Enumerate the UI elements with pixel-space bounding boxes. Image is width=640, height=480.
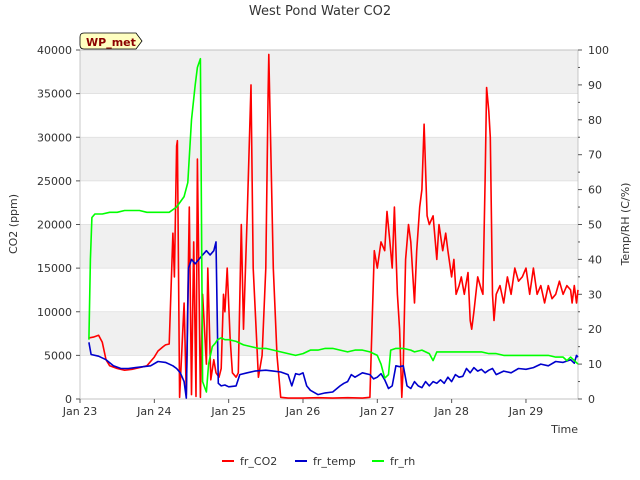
legend-label: fr_CO2 — [240, 455, 277, 468]
y-right-tick-label: 40 — [588, 253, 602, 266]
background-band — [80, 224, 578, 269]
y-left-tick-label: 0 — [65, 393, 72, 406]
y-right-tick-label: 60 — [588, 184, 602, 197]
station-badge: WP_met — [79, 32, 143, 50]
series-line-fr-rh — [88, 57, 579, 393]
x-axis: Jan 23 Jan 24 Jan 25 Jan 26 Jan 27 Jan 28 Jan … — [62, 399, 543, 418]
y-left-tick-label: 30000 — [37, 131, 72, 144]
background-band — [80, 93, 578, 138]
x-tick-label: Jan 26 — [285, 405, 320, 418]
badge-text: WP_met — [86, 36, 136, 49]
y-right-tick-label: 10 — [588, 358, 602, 371]
y-axis-left-title: CO2 (ppm) — [7, 194, 20, 254]
x-tick-label: Jan 28 — [433, 405, 468, 418]
background-band — [80, 137, 578, 181]
badge-box — [79, 32, 143, 50]
background-band — [80, 50, 578, 94]
x-tick-label: Jan 23 — [62, 405, 97, 418]
series-line-fr-temp — [88, 241, 579, 399]
y-right-tick-label: 90 — [588, 79, 602, 92]
y-right-tick-label: 80 — [588, 114, 602, 127]
y-left-tick-label: 40000 — [37, 44, 72, 57]
y-right-tick-label: 0 — [588, 393, 595, 406]
x-tick-label: Jan 27 — [359, 405, 394, 418]
x-tick-label: Jan 25 — [210, 405, 245, 418]
background-band — [80, 268, 578, 312]
legend-label: fr_temp — [313, 455, 356, 468]
y-right-tick-label: 50 — [588, 219, 602, 232]
plot-background-bands — [80, 50, 578, 399]
background-band — [80, 180, 578, 225]
legend-label: fr_rh — [390, 455, 415, 468]
y-left-tick-label: 15000 — [37, 262, 72, 275]
y-right-tick-label: 100 — [588, 44, 609, 57]
y-right-tick-label: 70 — [588, 149, 602, 162]
legend: fr_CO2 fr_temp fr_rh — [222, 455, 415, 468]
x-axis-title: Time — [550, 423, 578, 436]
y-axis-left: 0 5000 10000 15000 20000 25000 30000 35000 40000 — [37, 44, 80, 406]
y-right-tick-label: 30 — [588, 288, 602, 301]
y-left-tick-label: 35000 — [37, 88, 72, 101]
y-right-tick-label: 20 — [588, 323, 602, 336]
y-left-tick-label: 20000 — [37, 219, 72, 232]
x-tick-label: Jan 24 — [136, 405, 171, 418]
y-left-tick-label: 5000 — [44, 349, 72, 362]
chart-title: West Pond Water CO2 — [249, 4, 391, 19]
x-tick-label: Jan 29 — [508, 405, 543, 418]
y-axis-right-title: Temp/RH (C/%) — [619, 183, 632, 267]
y-left-tick-label: 25000 — [37, 175, 72, 188]
y-axis-right: 0 10 20 30 40 50 60 70 80 90 100 — [578, 44, 609, 406]
y-left-tick-label: 10000 — [37, 306, 72, 319]
series-lines — [88, 53, 579, 399]
